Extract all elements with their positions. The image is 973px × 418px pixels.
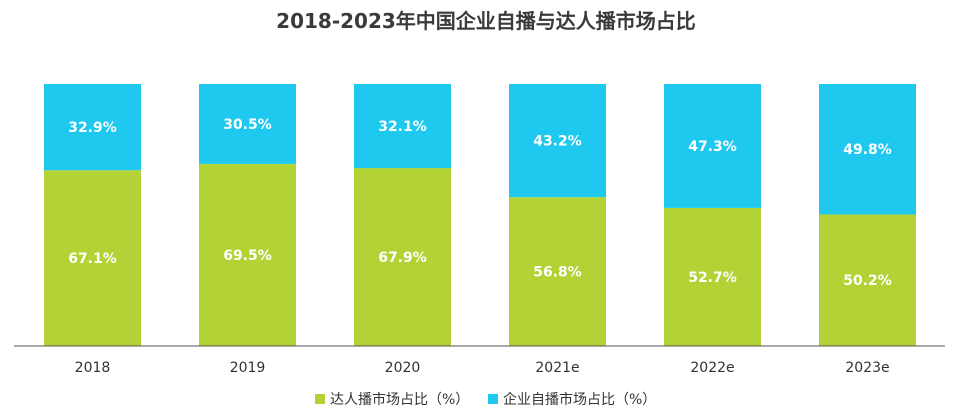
x-axis-ticks: 2018 2019 2020 2021e 2022e 2023e (75, 360, 890, 376)
x-tick-label-2021e: 2021e (535, 360, 579, 376)
data-label-talent-2019: 69.5% (223, 248, 272, 264)
bar-enterprise-2021e (509, 84, 606, 198)
x-tick-label-2020: 2020 (385, 360, 421, 376)
data-label-enterprise-2018: 32.9% (68, 120, 117, 136)
bar-enterprise-2020 (354, 84, 451, 169)
bar-talent-2022e (664, 207, 761, 346)
legend-label-enterprise: 企业自播市场占比（%） (503, 391, 656, 408)
data-label-talent-2023e: 50.2% (843, 273, 892, 289)
bar-enterprise-2022e (664, 84, 761, 208)
bar-enterprise-2019 (199, 84, 296, 164)
data-label-talent-2021e: 56.8% (533, 265, 582, 281)
data-label-enterprise-2019: 30.5% (223, 117, 272, 133)
legend-swatch-talent (315, 394, 325, 404)
x-tick-label-2018: 2018 (75, 360, 111, 376)
data-label-enterprise-2022e: 47.3% (688, 139, 737, 155)
data-label-enterprise-2023e: 49.8% (843, 142, 892, 158)
legend-label-talent: 达人播市场占比（%） (330, 391, 469, 408)
data-label-talent-2018: 67.1% (68, 251, 117, 267)
data-label-talent-2020: 67.9% (378, 250, 427, 266)
data-label-enterprise-2020: 32.1% (378, 119, 427, 135)
bar-talent-2019 (199, 163, 296, 346)
bar-talent-2018 (44, 170, 141, 346)
x-tick-label-2022e: 2022e (690, 360, 734, 376)
bar-enterprise-2018 (44, 84, 141, 171)
bars-layer: 67.1% 32.9% 69.5% 30.5% 67.9% 32.1% 56.8% 43.2%… (44, 84, 916, 346)
bar-talent-2020 (354, 168, 451, 346)
legend-swatch-enterprise (488, 394, 498, 404)
bar-talent-2023e (819, 214, 916, 346)
data-label-talent-2022e: 52.7% (688, 270, 737, 286)
chart-title: 2018-2023年中国企业自播与达人播市场占比 (276, 9, 696, 33)
legend: 达人播市场占比（%） 企业自播市场占比（%） (315, 391, 656, 408)
data-label-enterprise-2021e: 43.2% (533, 134, 582, 150)
x-tick-label-2019: 2019 (230, 360, 266, 376)
bar-talent-2021e (509, 197, 606, 346)
x-tick-label-2023e: 2023e (845, 360, 889, 376)
bar-enterprise-2023e (819, 84, 916, 215)
